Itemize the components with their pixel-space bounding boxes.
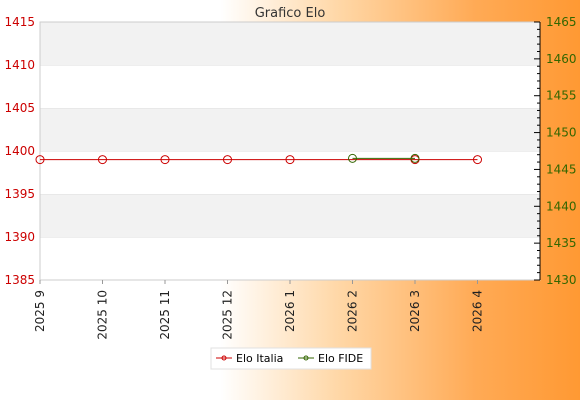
plot-band	[40, 151, 540, 194]
x-tick-label: 2025 12	[221, 290, 235, 340]
x-tick-label: 2025 11	[158, 290, 172, 340]
left-tick-label: 1390	[4, 230, 35, 244]
left-tick-label: 1385	[4, 273, 35, 287]
x-tick-label: 2025 9	[33, 290, 47, 332]
point-elo-italia	[223, 155, 232, 165]
right-axis: 1430 1435 1440 1445 1450 1455 1460 1465	[534, 15, 577, 287]
point-elo-italia	[35, 155, 45, 165]
plot-band	[40, 65, 540, 108]
right-tick-label: 1465	[546, 15, 577, 29]
point-elo-fide	[410, 153, 420, 163]
plot-band	[40, 237, 540, 280]
x-tick-label: 2026 3	[408, 290, 422, 332]
series-elo-fide	[348, 153, 420, 163]
right-tick-label: 1455	[546, 89, 577, 103]
legend-label-italia: Elo Italia	[236, 352, 283, 365]
x-axis: 2025 9 2025 10 2025 11 2025 12 2026 1 2026 2 2…	[33, 280, 485, 340]
left-tick-label: 1400	[4, 144, 35, 158]
x-tick-label: 2025 10	[96, 290, 110, 340]
legend-box	[210, 347, 372, 370]
right-tick-label: 1445	[546, 162, 577, 176]
point-elo-italia	[98, 155, 107, 165]
right-tick-label: 1460	[546, 52, 577, 66]
left-tick-label: 1415	[4, 15, 35, 29]
legend: Elo Italia Elo FIDE	[210, 347, 372, 370]
legend-marker-italia	[221, 355, 227, 361]
series-layer	[35, 153, 482, 165]
point-elo-fide	[348, 153, 357, 163]
legend-label-fide: Elo FIDE	[318, 352, 363, 365]
point-elo-italia	[285, 155, 295, 165]
plot-band	[40, 194, 540, 237]
left-tick-label: 1405	[4, 101, 35, 115]
legend-marker-fide	[303, 355, 309, 361]
right-tick-label: 1435	[546, 236, 577, 250]
x-tick-label: 2026 4	[471, 290, 485, 332]
x-tick-label: 2026 1	[283, 290, 297, 332]
left-tick-label: 1395	[4, 187, 35, 201]
left-tick-label: 1410	[4, 58, 35, 72]
chart-title: Grafico Elo	[255, 6, 326, 21]
right-tick-label: 1430	[546, 273, 577, 287]
left-axis: 1385 1390 1395 1400 1405 1410 1415	[4, 15, 35, 287]
point-elo-italia	[473, 155, 482, 165]
point-elo-italia	[160, 155, 170, 165]
plot-band	[40, 22, 540, 65]
x-tick-label: 2026 2	[346, 290, 360, 332]
plot-band	[40, 108, 540, 151]
right-tick-label: 1440	[546, 199, 577, 213]
right-tick-label: 1450	[546, 126, 577, 140]
